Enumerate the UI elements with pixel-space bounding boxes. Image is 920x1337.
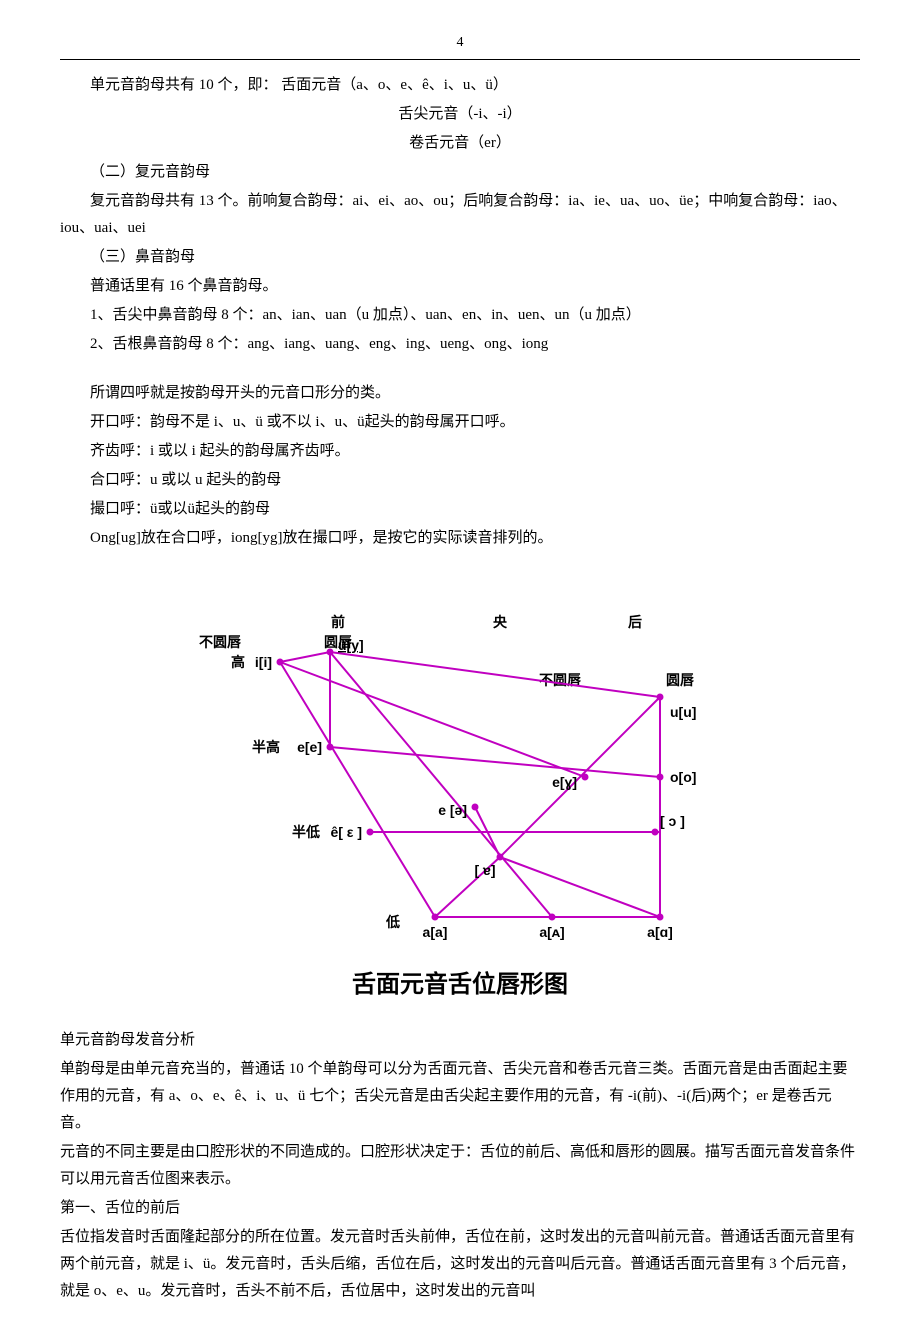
text-line: 单韵母是由单元音充当的，普通话 10 个单韵母可以分为舌面元音、舌尖元音和卷舌元… [60, 1056, 860, 1137]
svg-text:[ ɐ]: [ ɐ] [475, 862, 496, 878]
svg-text:半低: 半低 [292, 824, 320, 841]
text-line: 合口呼：u 或以 u 起头的韵母 [60, 467, 860, 494]
text-line: 2、舌根鼻音韵母 8 个：ang、iang、uang、eng、ing、ueng、… [60, 331, 860, 358]
diagram-title: 舌面元音舌位唇形图 [60, 964, 860, 1007]
text-line: （三）鼻音韵母 [60, 244, 860, 271]
svg-text:e[ɣ]: e[ɣ] [552, 774, 577, 790]
svg-text:[ ɔ ]: [ ɔ ] [660, 813, 685, 829]
vowel-svg: 前央后不圆唇圆唇不圆唇圆唇高半高半低低i[i]ü[y]u[u]e[e]o[o]e… [160, 582, 760, 952]
svg-text:圆唇: 圆唇 [666, 673, 695, 689]
svg-text:e [ə]: e [ə] [438, 802, 467, 818]
text-line: Ong[ug]放在合口呼，iong[yg]放在撮口呼，是按它的实际读音排列的。 [60, 525, 860, 552]
text-line: 第一、舌位的前后 [60, 1195, 860, 1222]
page-number: 4 [60, 30, 860, 55]
svg-text:a[a]: a[a] [423, 924, 448, 940]
svg-text:u[u]: u[u] [670, 704, 696, 720]
text-line: （二）复元音韵母 [60, 159, 860, 186]
svg-text:e[e]: e[e] [297, 739, 322, 755]
text-line: 撮口呼：ü或以ü起头的韵母 [60, 496, 860, 523]
svg-text:央: 央 [493, 614, 508, 631]
text-line: 单元音韵母共有 10 个，即： 舌面元音（a、o、e、ê、i、u、ü） [60, 72, 860, 99]
svg-text:o[o]: o[o] [670, 769, 696, 785]
svg-text:不圆唇: 不圆唇 [199, 635, 242, 651]
text-line: 普通话里有 16 个鼻音韵母。 [60, 273, 860, 300]
vowel-diagram: 前央后不圆唇圆唇不圆唇圆唇高半高半低低i[i]ü[y]u[u]e[e]o[o]e… [160, 582, 760, 952]
text-line: 所谓四呼就是按韵母开头的元音口形分的类。 [60, 380, 860, 407]
svg-text:a[ɑ]: a[ɑ] [647, 924, 673, 940]
svg-text:ü[y]: ü[y] [338, 637, 364, 653]
text-line: 1、舌尖中鼻音韵母 8 个：an、ian、uan（u 加点）、uan、en、in… [60, 302, 860, 329]
svg-text:i[i]: i[i] [255, 654, 272, 670]
svg-text:半高: 半高 [252, 739, 280, 756]
text-line: 开口呼：韵母不是 i、u、ü 或不以 i、u、ü起头的韵母属开口呼。 [60, 409, 860, 436]
text-line: 复元音韵母共有 13 个。前响复合韵母：ai、ei、ao、ou；后响复合韵母：i… [60, 188, 860, 242]
svg-text:高: 高 [231, 654, 245, 671]
svg-text:低: 低 [385, 914, 400, 931]
text-line: 卷舌元音（er） [60, 130, 860, 157]
svg-text:前: 前 [331, 614, 345, 631]
svg-text:ê[ ε ]: ê[ ε ] [330, 824, 362, 840]
text-line: 舌位指发音时舌面隆起部分的所在位置。发元音时舌头前伸，舌位在前，这时发出的元音叫… [60, 1224, 860, 1305]
text-line: 元音的不同主要是由口腔形状的不同造成的。口腔形状决定于：舌位的前后、高低和唇形的… [60, 1139, 860, 1193]
text-line: 单元音韵母发音分析 [60, 1027, 860, 1054]
text-line: 舌尖元音（-i、-i） [60, 101, 860, 128]
svg-text:后: 后 [628, 614, 642, 631]
text-line: 齐齿呼：i 或以 i 起头的韵母属齐齿呼。 [60, 438, 860, 465]
svg-text:a[ᴀ]: a[ᴀ] [539, 924, 564, 940]
header-rule [60, 59, 860, 60]
